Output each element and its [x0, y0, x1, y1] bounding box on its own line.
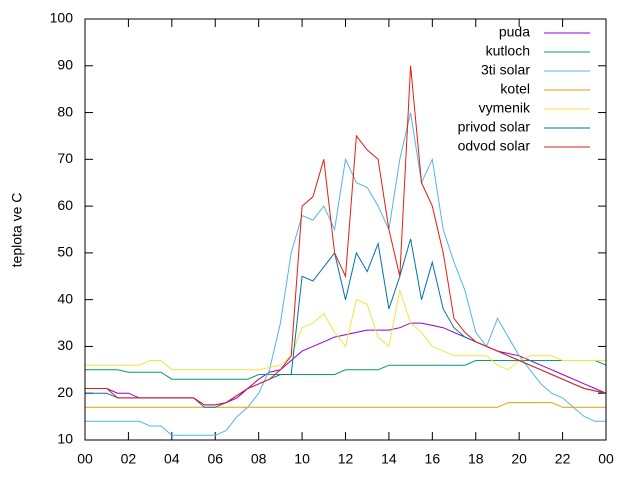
plot-border: [84, 18, 607, 441]
x-tick-label: 14: [381, 451, 397, 467]
legend-label: 3ti solar: [481, 62, 530, 78]
legend-label: kutloch: [486, 43, 530, 59]
x-tick-label: 08: [251, 451, 267, 467]
legend-label: kotel: [500, 81, 530, 97]
legend-label: vymenik: [479, 100, 531, 116]
series-line: [85, 288, 606, 371]
x-tick-label: 10: [294, 451, 310, 467]
y-axis-label: teplota ve C: [9, 193, 25, 268]
y-tick-label: 70: [57, 150, 73, 166]
series-line: [85, 112, 606, 436]
y-tick-label: 40: [57, 290, 73, 306]
x-tick-label: 18: [468, 451, 484, 467]
y-tick-label: 80: [57, 103, 73, 119]
x-tick-label: 20: [511, 451, 527, 467]
legend-label: odvod solar: [458, 138, 531, 154]
y-tick-label: 20: [57, 384, 73, 400]
y-tick-label: 100: [50, 10, 74, 26]
y-tick-label: 60: [57, 197, 73, 213]
y-tick-label: 50: [57, 244, 73, 260]
legend-label: puda: [499, 24, 530, 40]
x-tick-label: 16: [425, 451, 441, 467]
y-tick-label: 30: [57, 337, 73, 353]
x-tick-label: 12: [338, 451, 354, 467]
y-tick-label: 10: [57, 431, 73, 447]
x-tick-label: 00: [77, 451, 93, 467]
x-tick-label: 22: [555, 451, 571, 467]
legend-label: privod solar: [458, 119, 531, 135]
y-tick-label: 90: [57, 56, 73, 72]
x-tick-label: 00: [598, 451, 614, 467]
x-tick-label: 06: [207, 451, 223, 467]
x-tick-label: 04: [164, 451, 180, 467]
series-line: [85, 238, 607, 408]
x-tick-label: 02: [121, 451, 137, 467]
series-line: [85, 65, 607, 406]
series-line: [85, 360, 607, 380]
series-line: [85, 402, 606, 408]
